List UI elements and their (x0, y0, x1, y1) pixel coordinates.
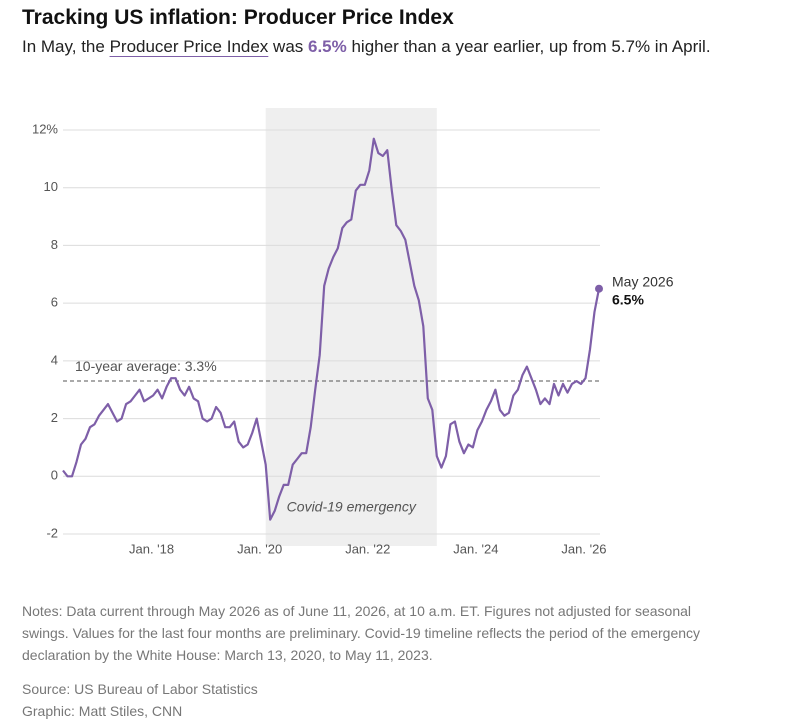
y-tick-label: 6 (51, 295, 58, 310)
shade-region (265, 108, 437, 546)
link[interactable]: Producer Price Index (109, 37, 269, 56)
subtitle-text: higher than a year earlier, up from 5.7%… (346, 37, 711, 56)
chart: Covid-19 emergency -2 0 2 4 6 8 10 12% Jan. '18 Ja… (32, 108, 674, 556)
chart-title: Tracking US inflation: Producer Price In… (22, 6, 454, 29)
x-tick-label: Jan. '26 (561, 541, 606, 556)
y-tick-label: 12% (32, 121, 58, 136)
x-tick-label: Jan. '20 (237, 541, 282, 556)
end-value-label: 6.5% (612, 291, 644, 307)
y-tick-label: -2 (46, 525, 58, 540)
shade-label: Covid-19 emergency (287, 499, 417, 515)
average-label: 10-year average: 3.3% (75, 358, 217, 374)
y-tick-label: 0 (51, 468, 58, 483)
notes: Notes: Data current through May 2026 as … (22, 603, 701, 663)
source: Source: US Bureau of Labor Statistics (22, 681, 258, 697)
data-line (62, 137, 601, 521)
header: Tracking US inflation: Producer Price In… (22, 6, 712, 59)
x-tick-label: Jan. '18 (129, 541, 174, 556)
subtitle: In May, the Producer Price Index was 6.5… (22, 34, 712, 59)
credit: Graphic: Matt Stiles, CNN (22, 703, 183, 719)
x-tick-label: Jan. '24 (453, 541, 498, 556)
subtitle-text: In May, the (22, 37, 110, 56)
y-tick-label: 8 (51, 237, 58, 252)
end-point (595, 284, 603, 293)
footer: Notes: Data current through May 2026 as … (22, 600, 712, 722)
y-tick-label: 2 (51, 410, 58, 425)
end-date-label: May 2026 (612, 273, 674, 289)
subtitle-text: was (268, 37, 308, 56)
y-tick-label: 4 (51, 352, 58, 367)
highlight: 6.5% (308, 37, 347, 56)
x-tick-label: Jan. '22 (345, 541, 390, 556)
y-tick-label: 10 (44, 179, 58, 194)
